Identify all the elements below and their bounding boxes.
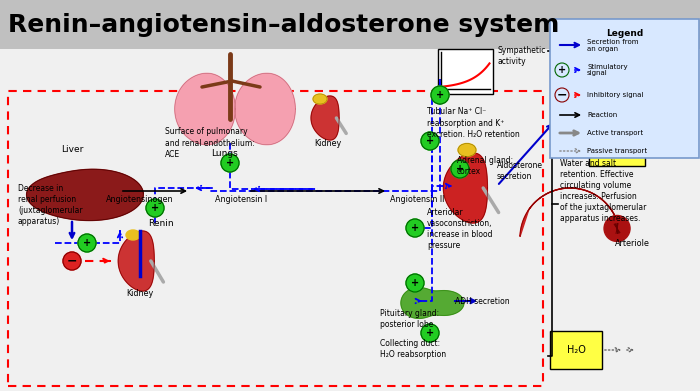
- Ellipse shape: [458, 143, 476, 156]
- Text: Inhibitory signal: Inhibitory signal: [587, 92, 643, 98]
- Text: Renin: Renin: [148, 219, 174, 228]
- Text: Cl⁻: Cl⁻: [593, 108, 606, 117]
- Text: Water and salt
retention. Effective
circulating volume
increases. Perfusion
of t: Water and salt retention. Effective circ…: [560, 159, 646, 223]
- Ellipse shape: [313, 94, 327, 104]
- Circle shape: [406, 219, 424, 237]
- Text: +: +: [411, 223, 419, 233]
- Text: Renin–angiotensin–aldosterone system: Renin–angiotensin–aldosterone system: [8, 13, 559, 37]
- Text: Angiotensin I: Angiotensin I: [215, 194, 267, 203]
- Polygon shape: [520, 188, 620, 242]
- Text: Arteriolar
vasoconstriction,
increase in blood
pressure: Arteriolar vasoconstriction, increase in…: [427, 208, 493, 250]
- Circle shape: [221, 154, 239, 172]
- Text: +: +: [436, 90, 444, 100]
- Polygon shape: [118, 231, 154, 291]
- Text: ADH secretion: ADH secretion: [455, 296, 510, 305]
- Text: Aldosterone
secretion: Aldosterone secretion: [497, 161, 543, 181]
- Text: −: −: [556, 88, 567, 102]
- Circle shape: [555, 88, 569, 102]
- Text: K⁺: K⁺: [593, 78, 603, 87]
- Text: Tubular Na⁺ Cl⁻
reabsorption and K⁺
excretion. H₂O retention: Tubular Na⁺ Cl⁻ reabsorption and K⁺ excr…: [427, 108, 519, 138]
- Text: +: +: [226, 158, 234, 168]
- Text: Na⁺: Na⁺: [593, 49, 609, 58]
- Text: Sympathetic
activity: Sympathetic activity: [497, 46, 545, 66]
- Text: +: +: [151, 203, 159, 213]
- Text: +: +: [456, 164, 464, 174]
- FancyBboxPatch shape: [0, 49, 700, 391]
- Text: Passive transport: Passive transport: [587, 148, 647, 154]
- Polygon shape: [443, 153, 487, 223]
- Text: Liver: Liver: [61, 145, 83, 154]
- Text: Decrease in
renal perfusion
(juxtaglomerular
apparatus): Decrease in renal perfusion (juxtaglomer…: [18, 184, 83, 226]
- Circle shape: [421, 324, 439, 342]
- Text: Kidney: Kidney: [314, 138, 342, 147]
- Polygon shape: [234, 74, 295, 145]
- FancyBboxPatch shape: [550, 19, 699, 158]
- FancyBboxPatch shape: [438, 48, 493, 93]
- Text: Active transport: Active transport: [587, 130, 643, 136]
- Polygon shape: [311, 96, 339, 140]
- Circle shape: [63, 252, 81, 270]
- Text: Surface of pulmonary
and renal endothelium:
ACE: Surface of pulmonary and renal endotheli…: [165, 127, 255, 159]
- Text: Stimulatory
signal: Stimulatory signal: [587, 63, 628, 77]
- Text: Lungs: Lungs: [211, 149, 239, 158]
- Ellipse shape: [126, 230, 140, 240]
- Text: Pituitary gland:
posterior lobe: Pituitary gland: posterior lobe: [380, 309, 439, 329]
- Circle shape: [431, 86, 449, 104]
- Text: Angiotensin II: Angiotensin II: [390, 194, 444, 203]
- Text: Angiotensinogen: Angiotensinogen: [106, 194, 174, 203]
- Text: +: +: [558, 65, 566, 75]
- Text: −: −: [66, 255, 77, 267]
- Text: H₂O: H₂O: [593, 137, 609, 146]
- Circle shape: [421, 132, 439, 150]
- Polygon shape: [27, 169, 144, 221]
- Text: Kidney: Kidney: [127, 289, 153, 298]
- Text: H₂O: H₂O: [566, 345, 585, 355]
- Circle shape: [78, 234, 96, 252]
- Text: Secretion from
an organ: Secretion from an organ: [587, 38, 638, 52]
- FancyBboxPatch shape: [550, 331, 602, 369]
- FancyBboxPatch shape: [0, 0, 700, 49]
- Text: Legend: Legend: [606, 29, 643, 38]
- FancyBboxPatch shape: [589, 31, 645, 166]
- Text: Collecting duct:
H₂O reabsorption: Collecting duct: H₂O reabsorption: [380, 339, 446, 359]
- Text: +: +: [426, 136, 434, 146]
- Text: Arteriole: Arteriole: [615, 239, 650, 248]
- Polygon shape: [401, 288, 464, 318]
- Text: +: +: [426, 328, 434, 338]
- Text: Adrenal gland:
cortex: Adrenal gland: cortex: [457, 156, 513, 176]
- Circle shape: [146, 199, 164, 217]
- Text: Reaction: Reaction: [587, 112, 617, 118]
- Circle shape: [604, 215, 630, 242]
- Text: +: +: [83, 238, 91, 248]
- Circle shape: [406, 274, 424, 292]
- Circle shape: [451, 160, 469, 178]
- Circle shape: [555, 63, 569, 77]
- Polygon shape: [175, 74, 235, 145]
- Text: +: +: [411, 278, 419, 288]
